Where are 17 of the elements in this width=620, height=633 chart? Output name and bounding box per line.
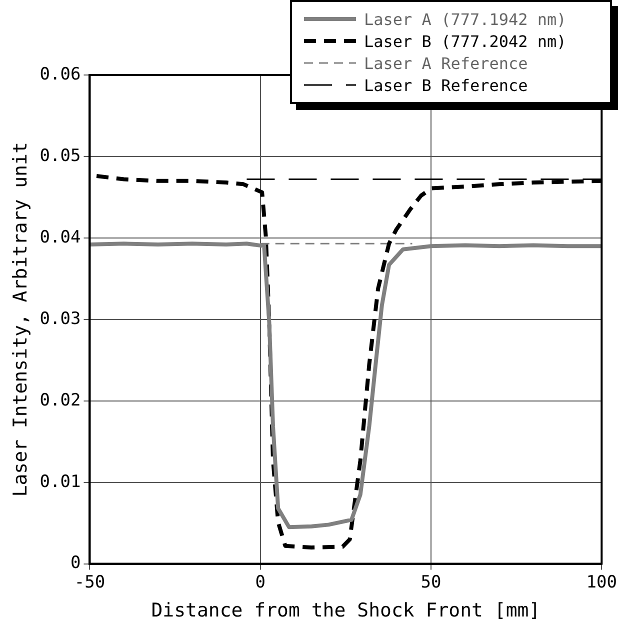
y-tick-label: 0 — [70, 553, 81, 574]
legend-label: Laser B Reference — [364, 76, 528, 94]
x-tick-label: 0 — [255, 572, 266, 592]
x-tick-label: -50 — [74, 572, 106, 592]
x-tick-label: 100 — [586, 572, 618, 592]
y-tick-label: 0.02 — [40, 390, 81, 410]
x-axis-title: Distance from the Shock Front [mm] — [151, 600, 540, 622]
y-tick-label: 0.01 — [40, 472, 81, 492]
y-axis-title: Laser Intensity, Arbitrary unit — [9, 142, 32, 497]
y-tick-label: 0.06 — [40, 64, 81, 84]
legend-label: Laser A Reference — [364, 54, 528, 72]
y-tick-label: 0.04 — [40, 227, 81, 248]
y-tick-label: 0.03 — [40, 308, 81, 329]
legend-label: Laser A (777.1942 nm) — [364, 10, 566, 28]
y-tick-label: 0.05 — [40, 146, 81, 166]
legend-label: Laser B (777.2042 nm) — [364, 32, 566, 50]
x-tick-label: 50 — [420, 572, 442, 592]
